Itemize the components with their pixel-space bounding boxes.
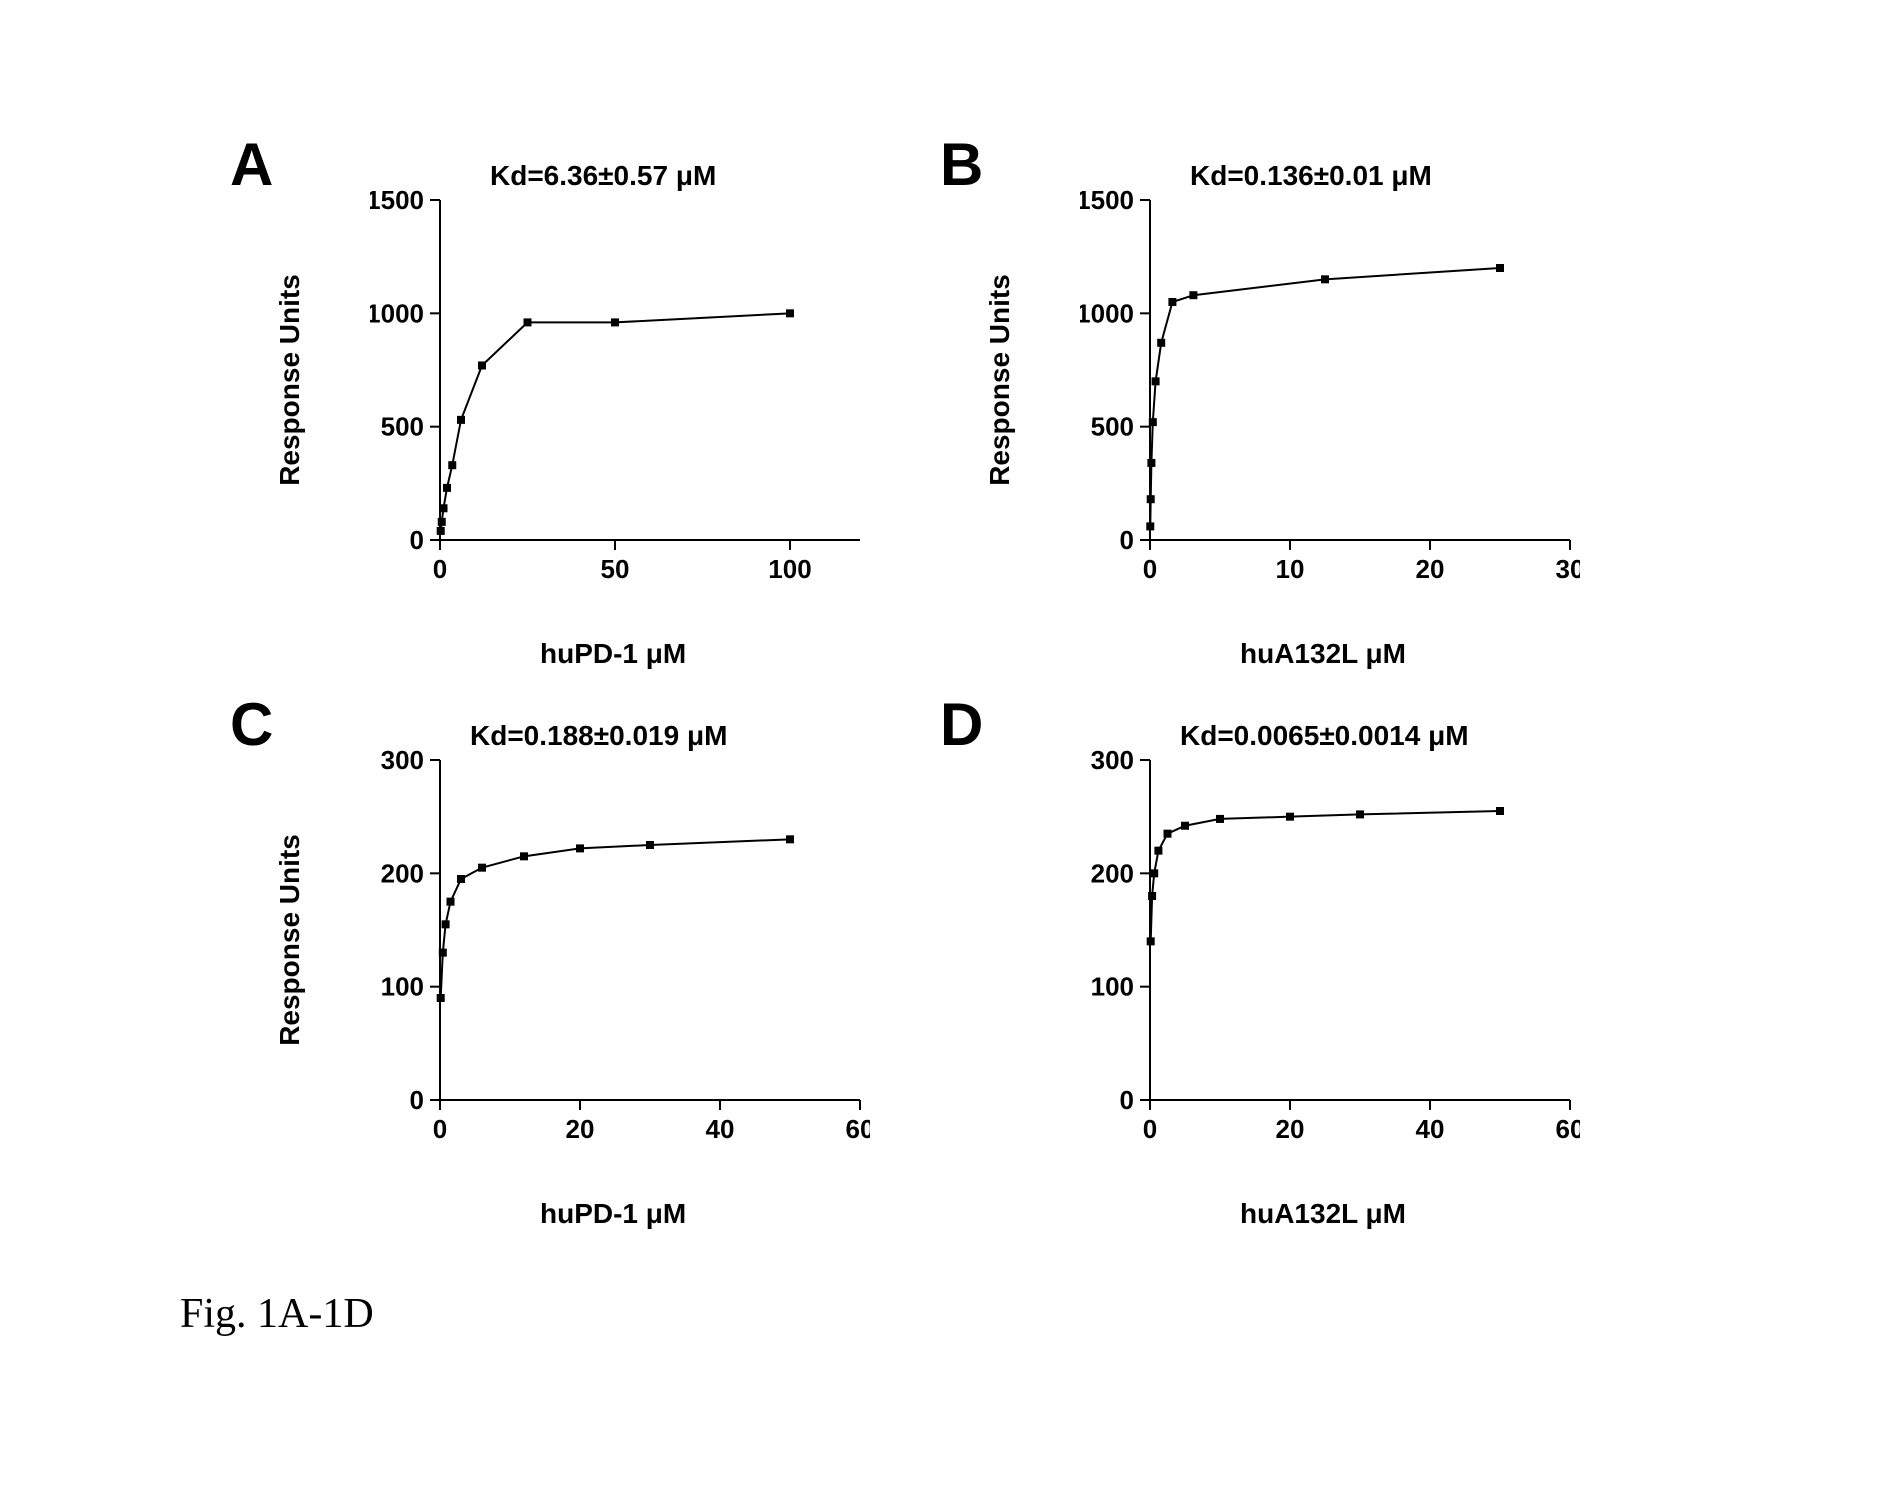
svg-text:20: 20	[1276, 1114, 1305, 1144]
svg-text:0: 0	[1120, 1085, 1134, 1115]
svg-text:60: 60	[1556, 1114, 1580, 1144]
panel-C: C Response Units Kd=0.188±0.019 μM 02040…	[280, 710, 900, 1230]
svg-text:0: 0	[410, 525, 424, 555]
svg-text:500: 500	[381, 412, 424, 442]
chart-svg: 0 10 20 30 0 500 1000 1500	[1080, 170, 1580, 610]
y-axis-label: Response Units	[274, 834, 306, 1046]
svg-text:200: 200	[1091, 858, 1134, 888]
chart-svg: 0 20 40 60 0 100 200 300	[1080, 730, 1580, 1170]
svg-text:0: 0	[410, 1085, 424, 1115]
svg-text:20: 20	[1416, 554, 1445, 584]
svg-text:0: 0	[433, 554, 447, 584]
page: A Response Units Kd=6.36±0.57 μM 0501000…	[0, 0, 1896, 1502]
svg-text:1500: 1500	[1080, 185, 1134, 215]
svg-text:30: 30	[1556, 554, 1580, 584]
panel-A: A Response Units Kd=6.36±0.57 μM 0501000…	[280, 150, 900, 670]
svg-text:40: 40	[706, 1114, 735, 1144]
y-axis-label: Response Units	[274, 274, 306, 486]
svg-text:100: 100	[768, 554, 811, 584]
chart-svg: 050100050010001500	[370, 170, 870, 610]
svg-text:1500: 1500	[370, 185, 424, 215]
svg-text:100: 100	[1091, 972, 1134, 1002]
svg-text:50: 50	[601, 554, 630, 584]
svg-text:60: 60	[846, 1114, 870, 1144]
panel-letter: A	[230, 130, 273, 199]
x-axis-label: huA132L μM	[1240, 1198, 1406, 1230]
svg-text:1000: 1000	[1080, 298, 1134, 328]
svg-text:10: 10	[1276, 554, 1305, 584]
x-axis-label: huPD-1 μM	[540, 1198, 686, 1230]
svg-text:500: 500	[1091, 412, 1134, 442]
svg-text:0: 0	[1143, 1114, 1157, 1144]
x-axis-label: huPD-1 μM	[540, 638, 686, 670]
figure-caption: Fig. 1A-1D	[180, 1290, 374, 1338]
svg-text:0: 0	[433, 1114, 447, 1144]
panel-grid: A Response Units Kd=6.36±0.57 μM 0501000…	[280, 150, 1640, 1230]
chart-svg: 0 20 40 60 0 100 200 300	[370, 730, 870, 1170]
svg-text:0: 0	[1120, 525, 1134, 555]
x-axis-label: huA132L μM	[1240, 638, 1406, 670]
panel-letter: C	[230, 690, 273, 759]
panel-letter: B	[940, 130, 983, 199]
svg-text:1000: 1000	[370, 298, 424, 328]
svg-text:200: 200	[381, 858, 424, 888]
svg-text:300: 300	[1091, 745, 1134, 775]
svg-text:100: 100	[381, 972, 424, 1002]
y-axis-label: Response Units	[984, 274, 1016, 486]
svg-text:20: 20	[566, 1114, 595, 1144]
panel-letter: D	[940, 690, 983, 759]
svg-text:40: 40	[1416, 1114, 1445, 1144]
svg-text:300: 300	[381, 745, 424, 775]
panel-B: B Response Units Kd=0.136±0.01 μM 010203…	[990, 150, 1610, 670]
panel-D: D Response Units Kd=0.0065±0.0014 μM 020…	[990, 710, 1610, 1230]
svg-text:0: 0	[1143, 554, 1157, 584]
